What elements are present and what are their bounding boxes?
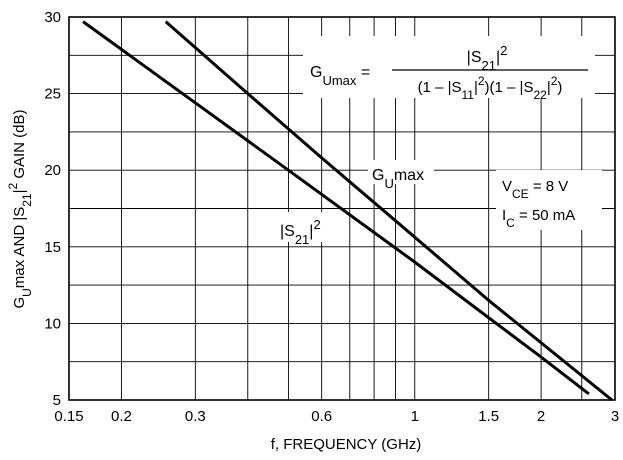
x-tick-label: 1.5 [478,408,499,425]
y-axis-label: GUmax AND |S21|2 GAIN (dB) [6,109,34,308]
plot-frame [68,16,616,401]
y-tick-label: 10 [44,315,61,332]
gumax-label-background [368,160,434,184]
formula-numerator: |S21|2 [467,43,508,73]
series [82,20,613,402]
series-line-s21 [82,20,590,396]
ic-label: IC = 50 mA [502,207,575,230]
y-tick-label: 15 [44,239,61,256]
x-tick-labels: 0.15 0.2 0.3 0.6 1 1.5 2 3 [54,408,619,425]
x-tick-label: 1 [411,408,419,425]
x-tick-label: 0.6 [311,408,332,425]
conditions-background [496,170,602,230]
x-tick-label: 0.3 [185,408,206,425]
formula-background [303,36,595,98]
y-tick-labels: 5 10 15 20 25 30 [44,9,61,409]
y-tick-label: 25 [44,86,61,103]
series-label-gumax: GUmax [372,167,424,191]
vce-label: VCE = 8 V [502,178,568,201]
y-tick-label: 30 [44,9,61,26]
series-label-s21: |S21|2 [280,217,321,247]
x-axis-label: f, FREQUENCY (GHz) [271,436,422,453]
formula-denominator: (1 – |S11|2)(1 – |S22|2) [418,74,563,102]
s21-label-background [278,212,334,242]
x-tick-label: 3 [611,408,619,425]
y-tick-label: 5 [53,392,61,409]
formula-lhs: GUmax = [310,64,370,88]
y-tick-label: 20 [44,162,61,179]
series-line-gumax [164,20,613,402]
x-tick-label: 0.2 [111,408,132,425]
x-tick-label: 0.15 [54,408,83,425]
x-tick-label: 2 [537,408,545,425]
